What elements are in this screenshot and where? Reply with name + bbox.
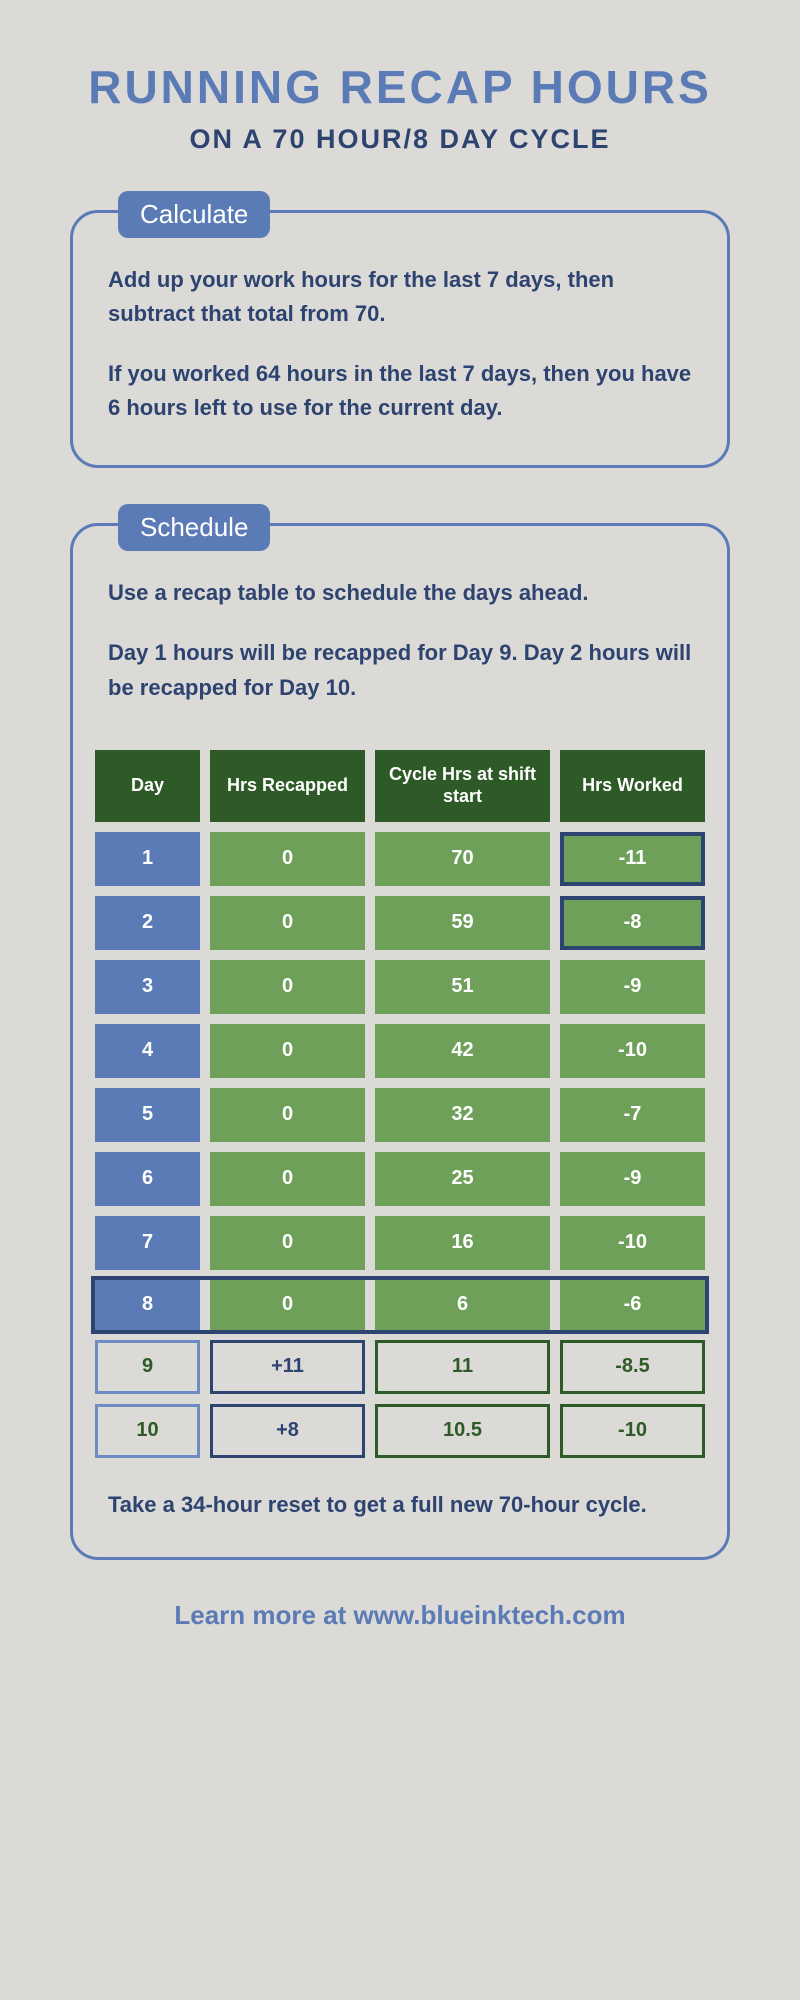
table-cell: 0	[210, 960, 365, 1014]
table-cell: 0	[210, 1152, 365, 1206]
table-cell: 0	[210, 832, 365, 886]
table-cell-outline: 9	[95, 1340, 200, 1394]
table-header: Cycle Hrs at shift start	[375, 750, 550, 822]
table-cell: -8	[560, 896, 705, 950]
schedule-badge: Schedule	[118, 504, 270, 551]
table-cell: -9	[560, 960, 705, 1014]
table-cell: 0	[210, 1088, 365, 1142]
recap-table: DayHrs RecappedCycle Hrs at shift startH…	[108, 750, 692, 1458]
table-cell: 6	[375, 1280, 550, 1330]
table-cell: 7	[95, 1216, 200, 1270]
table-cell-outline: 10.5	[375, 1404, 550, 1458]
table-header: Hrs Worked	[560, 750, 705, 822]
table-cell: -10	[560, 1024, 705, 1078]
table-cell: 0	[210, 1280, 365, 1330]
table-cell: 0	[210, 1216, 365, 1270]
table-cell: 6	[95, 1152, 200, 1206]
table-cell: 1	[95, 832, 200, 886]
table-cell-outline: +11	[210, 1340, 365, 1394]
table-cell-outline: 11	[375, 1340, 550, 1394]
table-cell: 51	[375, 960, 550, 1014]
schedule-text-2: Day 1 hours will be recapped for Day 9. …	[108, 636, 692, 704]
calculate-panel: Calculate Add up your work hours for the…	[70, 210, 730, 468]
page-subtitle: ON A 70 HOUR/8 DAY CYCLE	[55, 124, 745, 155]
page-title: RUNNING RECAP HOURS	[55, 60, 745, 114]
calculate-badge: Calculate	[118, 191, 270, 238]
table-cell: 0	[210, 1024, 365, 1078]
table-row-boxed: 806-6	[91, 1276, 709, 1334]
table-cell: 2	[95, 896, 200, 950]
table-cell-outline: +8	[210, 1404, 365, 1458]
table-cell: 32	[375, 1088, 550, 1142]
table-cell-outline: -10	[560, 1404, 705, 1458]
calculate-text-1: Add up your work hours for the last 7 da…	[108, 263, 692, 331]
table-header: Day	[95, 750, 200, 822]
table-cell: 16	[375, 1216, 550, 1270]
table-cell: -7	[560, 1088, 705, 1142]
table-cell: 8	[95, 1280, 200, 1330]
footer-link[interactable]: Learn more at www.blueinktech.com	[55, 1600, 745, 1631]
table-cell: 0	[210, 896, 365, 950]
table-cell: 4	[95, 1024, 200, 1078]
table-cell: 59	[375, 896, 550, 950]
schedule-panel: Schedule Use a recap table to schedule t…	[70, 523, 730, 1559]
table-cell: -10	[560, 1216, 705, 1270]
table-header: Hrs Recapped	[210, 750, 365, 822]
table-cell: 42	[375, 1024, 550, 1078]
table-cell: 5	[95, 1088, 200, 1142]
schedule-footer-text: Take a 34-hour reset to get a full new 7…	[108, 1488, 692, 1522]
table-cell: 70	[375, 832, 550, 886]
table-cell: -9	[560, 1152, 705, 1206]
table-cell: 25	[375, 1152, 550, 1206]
table-cell-outline: 10	[95, 1404, 200, 1458]
schedule-text-1: Use a recap table to schedule the days a…	[108, 576, 692, 610]
calculate-text-2: If you worked 64 hours in the last 7 day…	[108, 357, 692, 425]
table-cell-outline: -8.5	[560, 1340, 705, 1394]
table-cell: -6	[560, 1280, 705, 1330]
table-cell: -11	[560, 832, 705, 886]
table-cell: 3	[95, 960, 200, 1014]
